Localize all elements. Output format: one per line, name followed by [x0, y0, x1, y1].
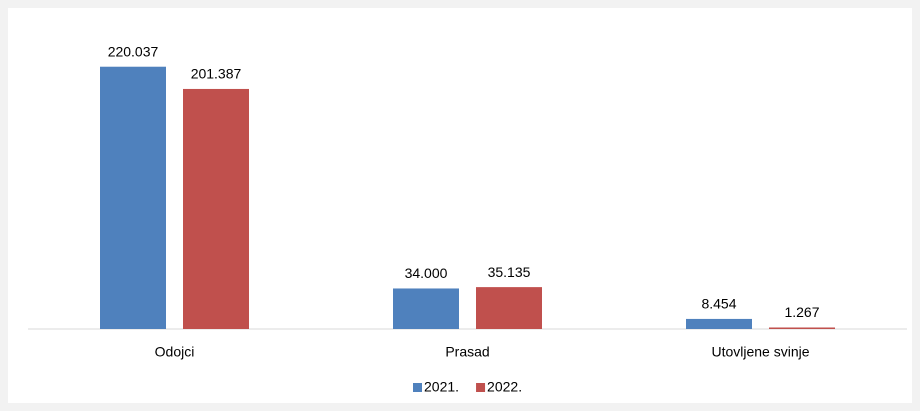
bar	[100, 66, 166, 330]
bar	[476, 287, 542, 329]
bar	[183, 88, 249, 330]
legend-swatch	[476, 383, 486, 392]
data-label: 201.387	[191, 66, 242, 82]
x-tick-label: Utovljene svinje	[711, 344, 809, 360]
bar	[686, 318, 752, 329]
x-tick-label: Odojci	[155, 344, 195, 360]
x-tick-label: Prasad	[445, 344, 489, 360]
data-label: 1.267	[784, 304, 819, 320]
data-label: 35.135	[488, 264, 531, 280]
data-label: 34.000	[405, 265, 448, 281]
legend-label: 2021.	[424, 379, 459, 395]
bar	[769, 327, 835, 329]
data-label: 8.454	[701, 296, 736, 312]
legend-swatch	[413, 383, 422, 392]
data-label: 220.037	[108, 43, 159, 59]
legend-label: 2022.	[487, 379, 522, 395]
bar	[393, 288, 459, 329]
